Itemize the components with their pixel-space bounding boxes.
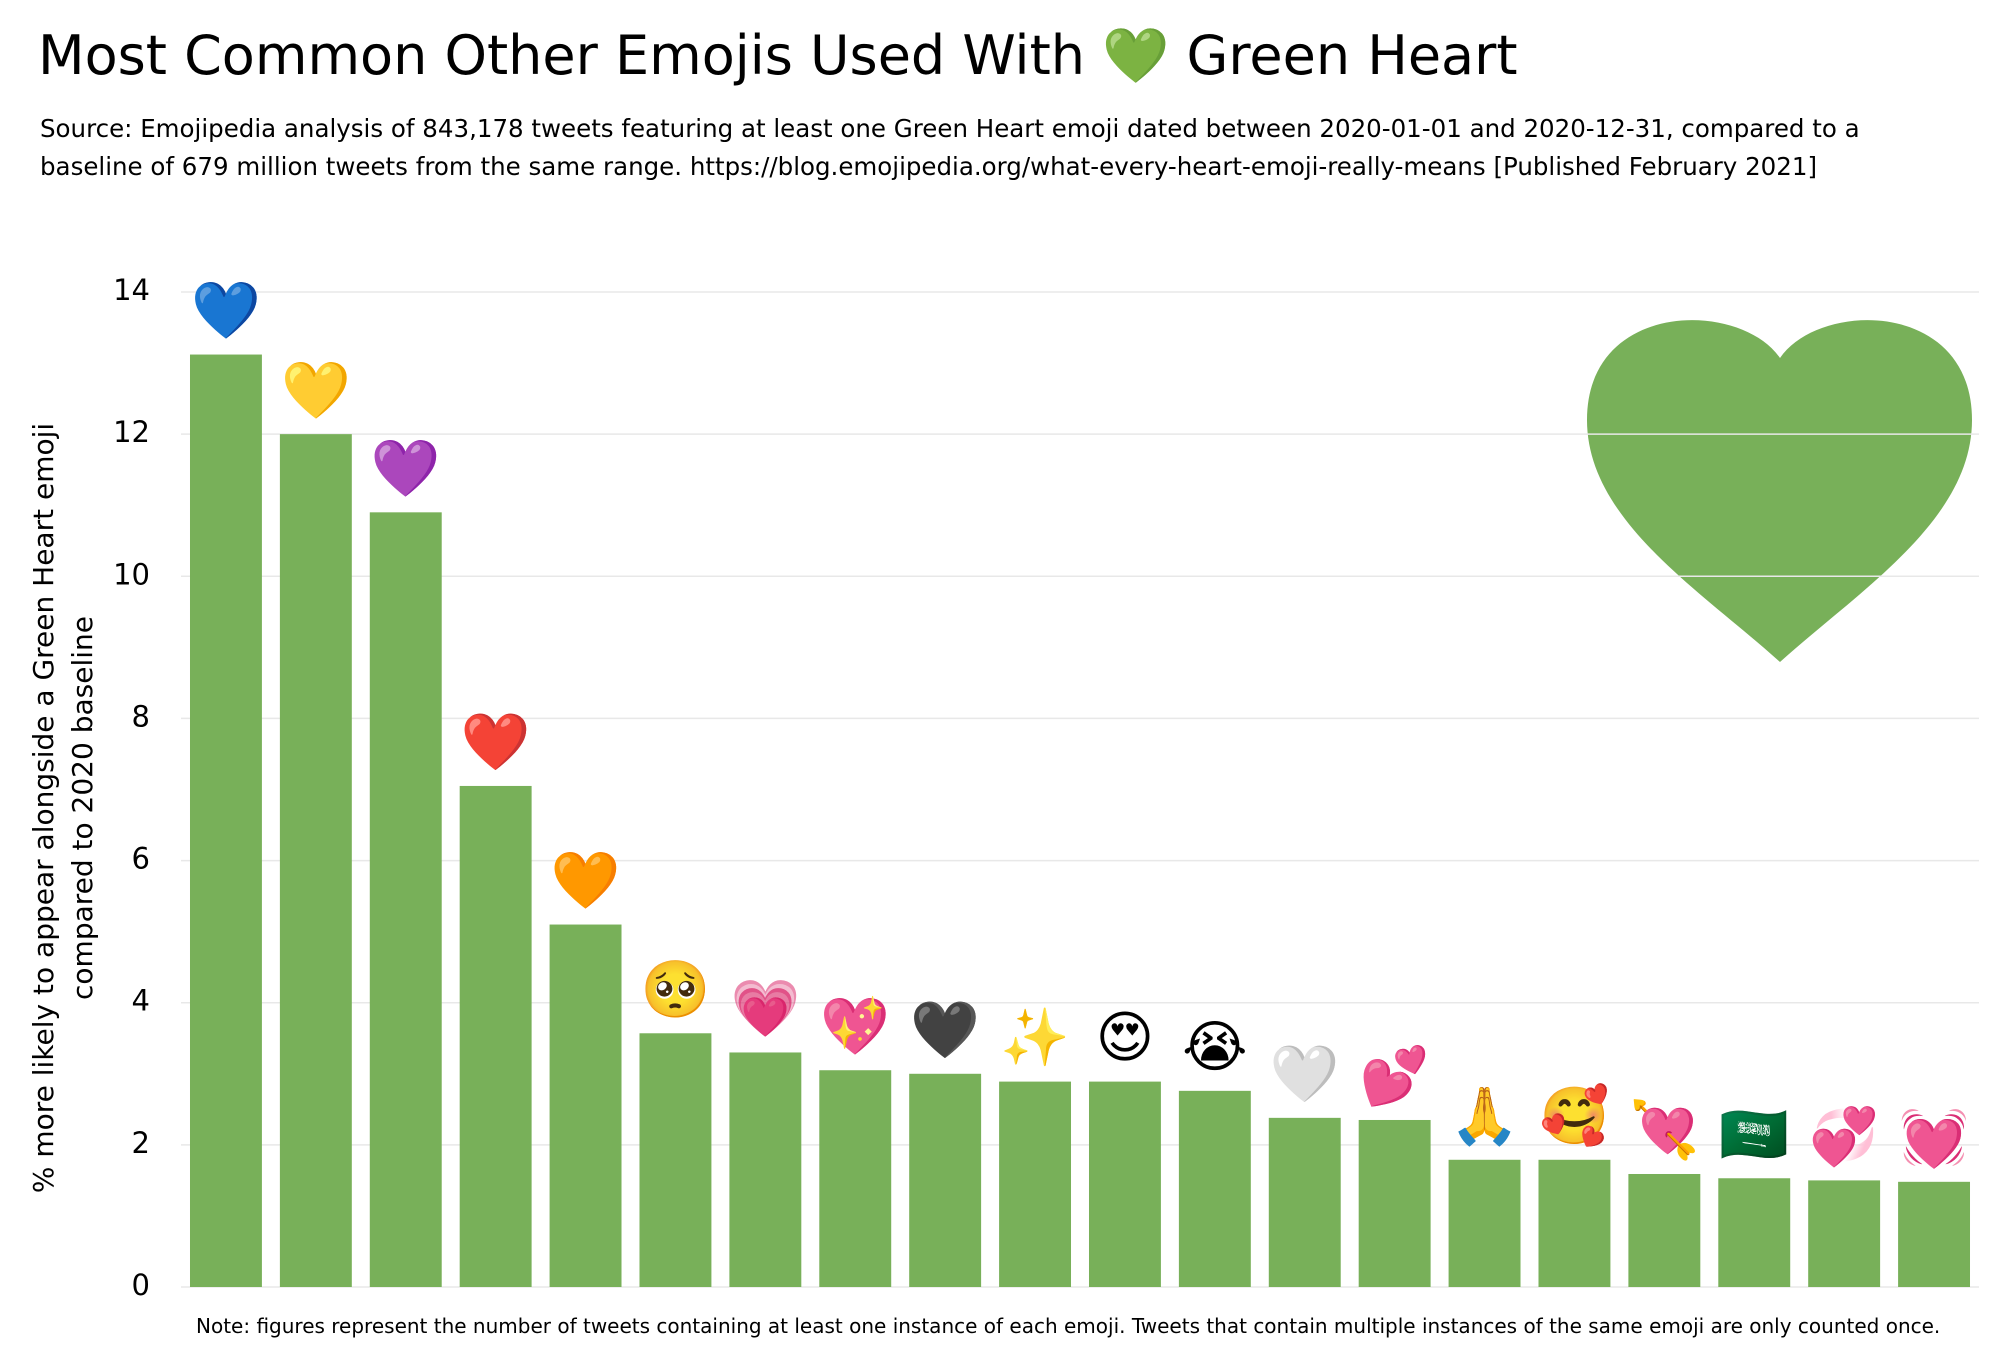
bar xyxy=(1898,1181,1971,1287)
bar xyxy=(189,354,262,1287)
chart-subtitle: baseline of 679 million tweets from the … xyxy=(40,152,1818,181)
y-axis-label: compared to 2020 baseline xyxy=(66,616,99,1000)
y-tick-label: 8 xyxy=(132,699,150,733)
bar xyxy=(1718,1178,1791,1287)
y-axis-label: % more likely to appear alongside a Gree… xyxy=(27,423,60,1193)
category-emoji: 💕 xyxy=(1360,1044,1430,1109)
category-emoji: 😍 xyxy=(1096,1006,1154,1071)
category-emoji: 🇸🇦 xyxy=(1719,1102,1789,1167)
bar xyxy=(1358,1119,1431,1287)
bar xyxy=(279,434,352,1288)
bar xyxy=(369,512,442,1287)
bar xyxy=(999,1081,1072,1287)
decorative-heart xyxy=(1587,320,1972,662)
bar xyxy=(1538,1159,1611,1287)
y-tick-label: 2 xyxy=(132,1126,150,1160)
category-emoji: 💘 xyxy=(1629,1098,1699,1163)
category-emoji: 😭 xyxy=(1182,1015,1247,1080)
category-emoji: 💞 xyxy=(1809,1105,1879,1170)
chart: % more likely to appear alongside a Gree… xyxy=(27,273,1979,1300)
category-emoji: 💓 xyxy=(1899,1106,1969,1171)
bar xyxy=(1268,1117,1341,1287)
category-emoji: 💙 xyxy=(191,279,261,344)
bar xyxy=(1178,1090,1251,1287)
footnote: Note: figures represent the number of tw… xyxy=(196,1314,1941,1338)
category-emoji: 🥺 xyxy=(641,957,711,1022)
bar xyxy=(1448,1159,1521,1287)
bar xyxy=(909,1073,982,1287)
y-tick-label: 12 xyxy=(113,415,150,449)
y-tick-label: 14 xyxy=(113,273,150,307)
chart-title: Most Common Other Emojis Used With 💚 Gre… xyxy=(38,24,1518,87)
category-emoji: 💗 xyxy=(730,977,800,1042)
category-emoji: 💛 xyxy=(281,358,351,423)
bar xyxy=(729,1052,802,1287)
category-emoji: 🤍 xyxy=(1270,1042,1340,1107)
category-emoji: 🖤 xyxy=(910,998,980,1063)
category-emoji: ❤️ xyxy=(461,710,531,775)
y-tick-label: 0 xyxy=(132,1268,150,1300)
bar xyxy=(639,1033,712,1287)
bar xyxy=(1088,1081,1161,1287)
category-emoji: 🥰 xyxy=(1540,1082,1610,1149)
y-tick-label: 4 xyxy=(132,984,150,1018)
category-emoji: 💖 xyxy=(820,994,890,1059)
category-emoji: 🧡 xyxy=(551,849,621,914)
bar xyxy=(1808,1180,1881,1287)
y-tick-label: 6 xyxy=(132,842,150,876)
bar xyxy=(549,924,622,1287)
chart-subtitle: Source: Emojipedia analysis of 843,178 t… xyxy=(40,114,1860,143)
bar xyxy=(819,1070,892,1287)
category-emoji: 🙏 xyxy=(1450,1084,1520,1149)
y-tick-label: 10 xyxy=(113,557,150,591)
category-emoji: 💜 xyxy=(371,436,441,501)
bar xyxy=(459,785,532,1287)
category-emoji: ✨ xyxy=(1000,1006,1070,1071)
bar xyxy=(1628,1173,1701,1287)
